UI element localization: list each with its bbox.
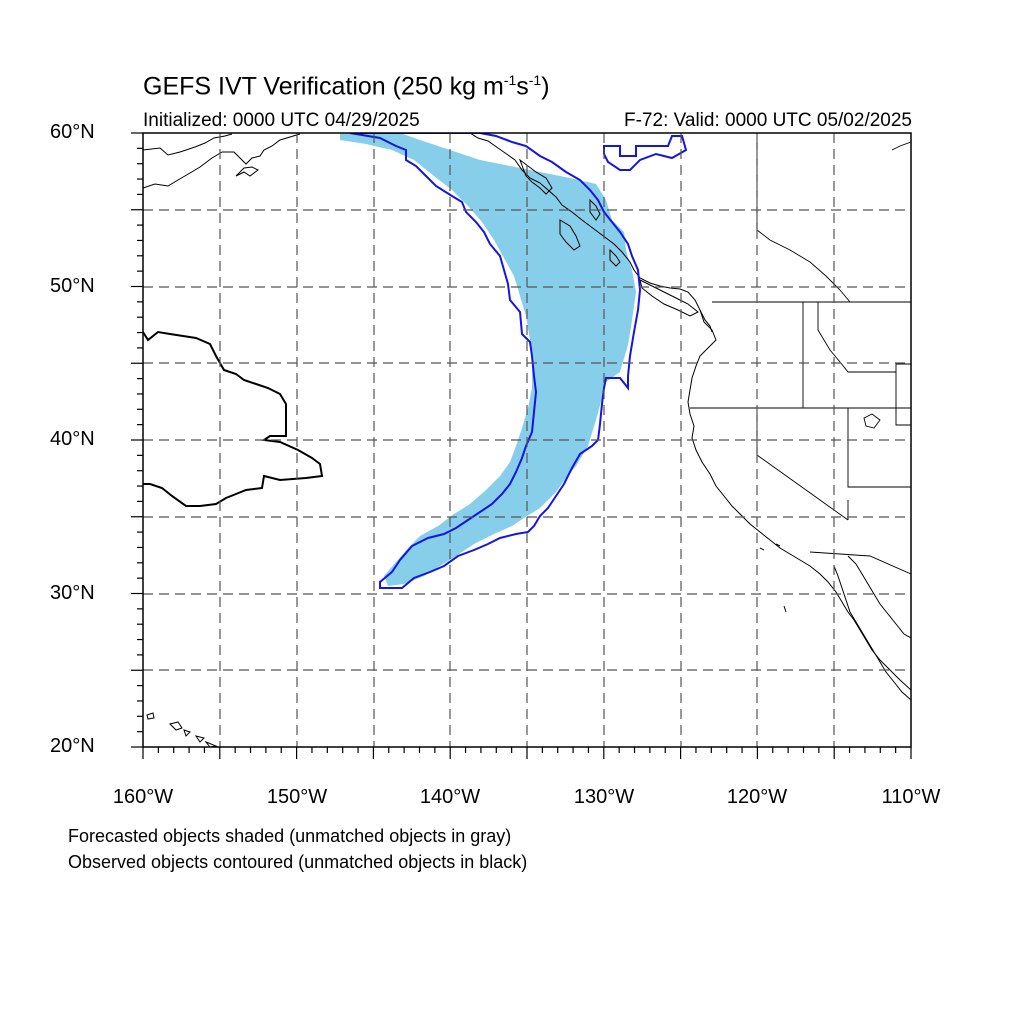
map-title: GEFS IVT Verification (250 kg m-1s-1) [143,72,550,101]
political-borders [690,134,911,575]
observed-object-unmatched-contour [143,330,324,507]
init-time-label: Initialized: 0000 UTC 04/29/2025 [143,110,420,131]
footnote-observed: Observed objects contoured (unmatched ob… [68,852,528,872]
lat-label-30: 30°N [50,582,95,604]
observed-object-matched-contour-north [603,135,688,171]
lat-label-60: 60°N [50,121,95,143]
lat-label-40: 40°N [50,428,95,450]
coastlines [143,133,911,747]
footnote-forecast: Forecasted objects shaded (unmatched obj… [68,826,512,846]
lon-label-130w: 130°W [573,786,635,808]
lon-label-140w: 140°W [419,786,481,808]
lon-label-160w: 160°W [112,786,174,808]
lat-lon-grid [143,133,911,747]
lon-label-110w: 110°W [881,786,941,808]
lat-label-50: 50°N [50,275,95,297]
lat-label-20: 20°N [50,735,95,757]
lon-label-120w: 120°W [726,786,788,808]
observed-object-matched-contour [349,133,642,589]
axis-ticks [131,132,912,759]
forecast-object-shaded [340,133,636,586]
lon-label-150w: 150°W [266,786,328,808]
valid-time-label: F-72: Valid: 0000 UTC 05/02/2025 [624,110,912,131]
